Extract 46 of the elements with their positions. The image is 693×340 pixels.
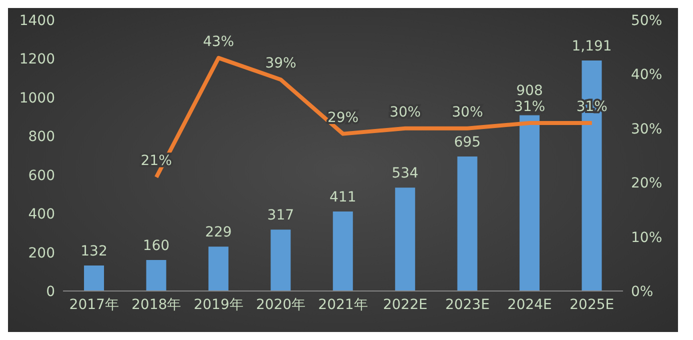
data-label: 1,191 [572,38,612,54]
x-tick-label: 2024E [507,296,552,313]
y2-tick-label: 20% [631,176,662,192]
y-tick-label: 600 [28,168,55,184]
bar [332,211,353,291]
data-label: 132 [80,243,108,260]
data-label: 695 [454,134,481,150]
bar [520,115,540,291]
bar [270,230,291,291]
y2-tick-label: 50% [631,12,662,29]
data-label: 30% [452,104,484,120]
x-tick-label: 2017年 [69,296,119,313]
x-tick-label: 2022E [382,296,428,313]
x-tick-label: 2023E [445,296,490,313]
y-tick-label: 200 [28,245,55,262]
data-label: 411 [330,189,356,206]
x-tick-label: 2019年 [194,296,244,313]
data-label: 160 [142,238,170,254]
data-label: 29% [327,110,359,126]
data-label: 908 [516,82,543,99]
data-label: 39% [265,56,296,72]
y2-tick-label: 0% [631,284,654,300]
y-tick-label: 1000 [19,90,55,106]
bar [208,246,228,291]
y-tick-label: 1400 [19,12,55,29]
data-label: 43% [202,34,234,50]
x-tick-label: 2020年 [256,296,306,313]
bar [84,265,104,291]
x-tick-label: 2021年 [318,296,368,313]
data-label: 31% [514,98,546,115]
data-label: 229 [205,224,232,241]
y2-tick-label: 30% [631,121,662,138]
bar [395,188,416,291]
data-label: 317 [267,208,294,224]
y2-tick-label: 10% [631,230,662,246]
bar [146,260,166,291]
y-tick-label: 1200 [19,52,55,68]
y2-tick-label: 40% [631,67,662,84]
data-label: 534 [392,166,419,182]
y-tick-label: 400 [28,206,55,223]
x-tick-label: 2018年 [132,296,182,313]
y-tick-label: 800 [28,129,55,146]
y-tick-label: 0 [46,284,55,300]
bar [457,156,478,291]
x-tick-label: 2025E [570,296,614,313]
data-label: 30% [390,104,421,120]
